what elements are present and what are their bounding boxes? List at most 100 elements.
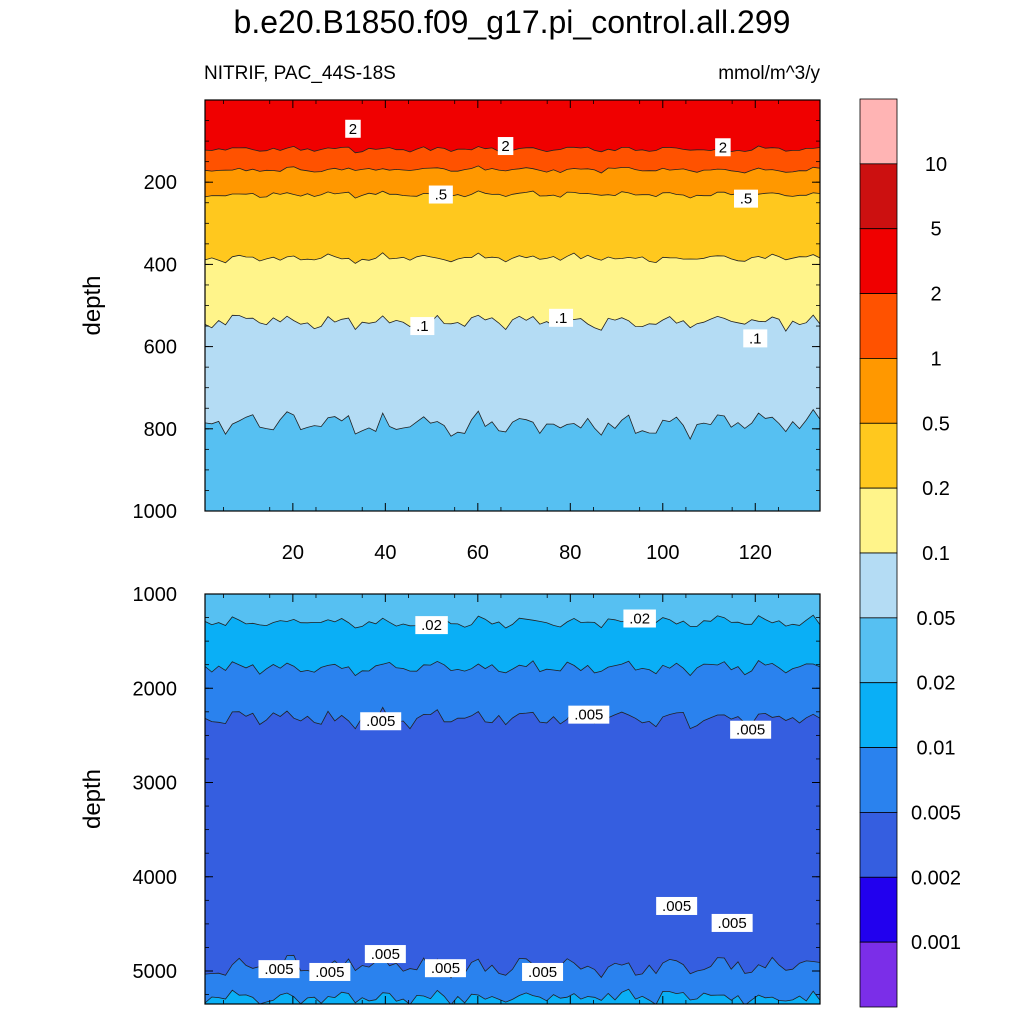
colorbar-label: 0.1 <box>922 543 950 565</box>
contour-label: .005 <box>568 705 610 724</box>
contour-label-text: .005 <box>264 961 293 978</box>
contour-label: .5 <box>734 189 759 208</box>
contour-line <box>205 660 820 677</box>
contour-label-text: .005 <box>574 707 603 724</box>
contour-label-text: .005 <box>718 915 747 932</box>
contour-label: .1 <box>743 329 768 348</box>
contour-line <box>205 190 820 199</box>
contour-label: .5 <box>428 185 453 204</box>
contour-label: 2 <box>715 138 731 157</box>
chart-title: b.e20.B1850.f09_g17.pi_control.all.299 <box>233 4 791 40</box>
contour-line <box>205 408 820 441</box>
y-tick-label: 2000 <box>133 678 178 700</box>
x-tick-label: 80 <box>559 542 581 564</box>
y-tick-label: 1000 <box>133 584 178 606</box>
colorbar-label: 0.002 <box>911 867 961 889</box>
contour-label-text: 2 <box>501 138 509 155</box>
colorbar-label: 0.01 <box>917 738 956 760</box>
colorbar-label: 5 <box>930 219 941 241</box>
contour-line <box>205 614 820 629</box>
contour-label-text: .005 <box>528 964 557 981</box>
y-tick-label: 1000 <box>133 501 178 523</box>
contour-label-text: .02 <box>421 617 442 634</box>
contour-line <box>205 165 820 174</box>
x-tick-label: 20 <box>282 542 304 564</box>
colorbar-label: 2 <box>930 284 941 306</box>
contour-label-text: .005 <box>366 713 395 730</box>
contour-label-text: .005 <box>371 946 400 963</box>
contour-line <box>205 252 820 264</box>
contour-band-fill <box>205 409 820 511</box>
colorbar-label: 0.02 <box>917 673 956 695</box>
contour-line <box>205 988 820 1004</box>
colorbar-box <box>859 941 898 1008</box>
variable-label: NITRIF, PAC_44S-18S <box>204 63 396 84</box>
colorbar: 10 5 2 1 0.5 0.2 0.1 0.05 0.02 0.01 0.005 0.002 0.00… <box>859 98 961 1008</box>
contour-label: .005 <box>364 945 406 964</box>
contour-line <box>205 954 820 979</box>
contour-label: .005 <box>309 962 351 981</box>
colorbar-label: 0.005 <box>911 802 961 824</box>
contour-line <box>205 314 820 332</box>
colorbar-label: 1 <box>930 348 941 370</box>
contour-label: .005 <box>730 720 772 739</box>
colorbar-label: 0.5 <box>922 413 950 435</box>
colorbar-box <box>859 487 898 554</box>
colorbar-box <box>859 682 898 748</box>
contour-label-text: .5 <box>435 187 448 204</box>
colorbar-box <box>859 552 898 619</box>
contour-label: .005 <box>522 962 564 981</box>
contour-label: .005 <box>258 960 300 979</box>
colorbar-label: 0.2 <box>922 478 950 500</box>
y-tick-label: 200 <box>144 172 177 194</box>
colorbar-box <box>859 293 898 359</box>
y-tick-label: 5000 <box>133 961 178 983</box>
x-tick-label: 120 <box>739 542 772 564</box>
colorbar-box <box>859 422 898 489</box>
y-tick-label: 4000 <box>133 867 178 889</box>
y-axis-label: depth <box>79 769 106 829</box>
contour-label-text: .005 <box>662 898 691 915</box>
contour-label: .1 <box>549 308 574 327</box>
colorbar-label: 10 <box>925 154 947 176</box>
y-tick-label: 3000 <box>133 773 178 795</box>
plot-frame <box>204 593 821 1005</box>
y-axis-label: depth <box>79 275 106 335</box>
upper-panel: 200 400 600 800 1000 depth 2 2 2 .5 .5 .1 .1 .1 20 40 60… <box>79 99 821 564</box>
x-tick-label: 40 <box>374 542 396 564</box>
colorbar-box <box>859 876 898 943</box>
contour-label-text: .02 <box>629 611 650 628</box>
colorbar-box <box>859 228 898 294</box>
colorbar-box <box>859 358 898 424</box>
contour-label-text: .005 <box>315 964 344 981</box>
y-tick-label: 600 <box>144 337 177 359</box>
contour-label: 2 <box>345 119 361 138</box>
y-tick-label: 800 <box>144 419 177 441</box>
colorbar-label: 0.001 <box>911 932 961 954</box>
contour-label: .005 <box>360 712 402 731</box>
colorbar-box <box>859 812 898 878</box>
lower-panel: 1000 2000 3000 4000 5000 depth .02 .02 .005 .005.… <box>79 584 821 1005</box>
contour-label-text: 2 <box>719 139 727 156</box>
colorbar-box <box>859 747 898 813</box>
contour-label: .1 <box>410 317 435 336</box>
contour-label: .005 <box>656 896 698 915</box>
contour-label-text: .5 <box>740 191 753 208</box>
colorbar-label: 0.05 <box>917 608 956 630</box>
contour-label: .02 <box>415 616 448 635</box>
contour-label-text: .1 <box>555 310 568 327</box>
contour-label: .005 <box>424 959 466 978</box>
contour-label: 2 <box>497 137 514 156</box>
contour-label-text: 2 <box>349 121 357 138</box>
contour-band-fill <box>205 707 820 1004</box>
colorbar-box <box>859 163 898 230</box>
x-tick-label: 60 <box>467 542 489 564</box>
contour-label-text: .005 <box>431 960 460 977</box>
units-label: mmol/m^3/y <box>718 63 820 84</box>
contour-label-text: .005 <box>736 722 765 739</box>
x-tick-label: 100 <box>646 542 679 564</box>
contour-label-text: .1 <box>416 318 429 335</box>
colorbar-box <box>859 617 898 684</box>
contour-line <box>205 706 820 730</box>
